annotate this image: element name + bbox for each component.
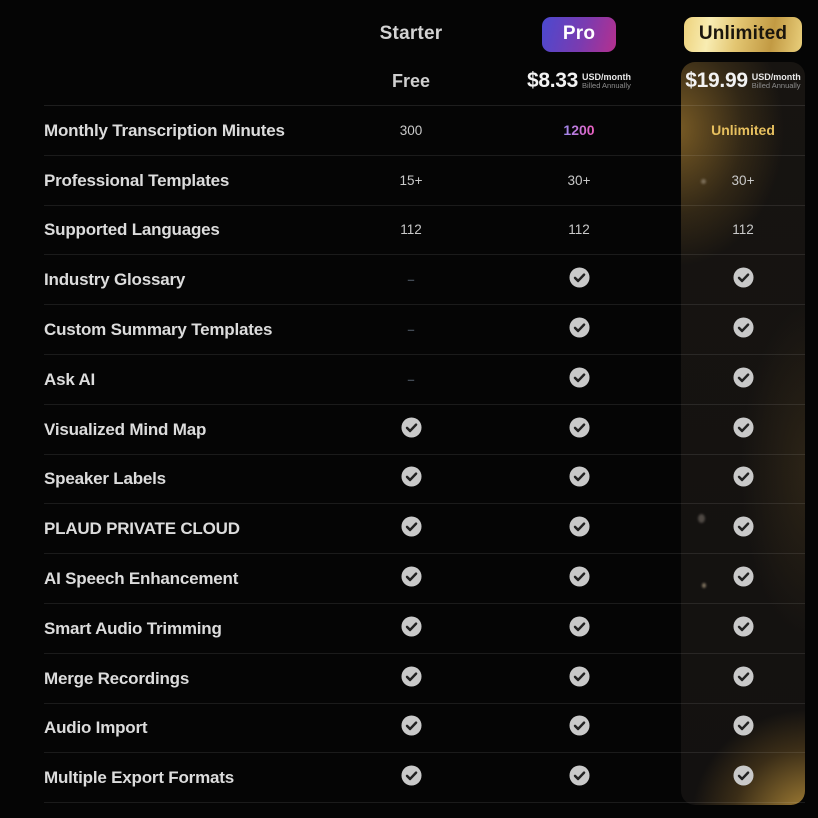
check-icon <box>568 765 590 791</box>
check-icon <box>568 516 590 542</box>
check-icon <box>568 417 590 443</box>
check-icon <box>732 715 754 741</box>
feature-value: 1200 <box>563 121 595 138</box>
feature-value: 112 <box>400 222 422 238</box>
check-icon <box>568 267 590 293</box>
unlimited-price-amount: $19.99 <box>685 69 748 92</box>
unlimited-price-unit: USD/month <box>751 71 801 82</box>
feature-value: Unlimited <box>711 121 775 138</box>
check-icon <box>568 367 590 393</box>
feature-rows: Monthly Transcription Minutes 300 1200 Unli… <box>0 106 805 803</box>
feature-value: 15+ <box>399 172 423 188</box>
table-row: Multiple Export Formats <box>0 753 805 803</box>
sparkle-dot <box>698 514 705 523</box>
check-icon <box>732 516 754 542</box>
feature-label: Supported Languages <box>44 220 220 240</box>
check-icon <box>568 566 590 592</box>
feature-label: Speaker Labels <box>44 469 166 489</box>
check-icon <box>568 317 590 343</box>
check-icon <box>732 267 754 293</box>
check-icon <box>732 616 754 642</box>
check-icon <box>732 666 754 692</box>
feature-value: 300 <box>399 122 423 138</box>
check-icon <box>400 715 422 741</box>
sparkle-dot <box>701 179 706 184</box>
plan-badge-pro[interactable]: Pro <box>542 16 616 52</box>
check-icon <box>400 417 422 443</box>
table-row: Merge Recordings <box>0 654 805 704</box>
check-icon <box>400 666 422 692</box>
check-icon <box>568 466 590 492</box>
feature-label: Multiple Export Formats <box>44 768 234 788</box>
table-row: Ask AI – <box>0 355 805 405</box>
feature-label: Custom Summary Templates <box>44 320 273 340</box>
feature-label: Smart Audio Trimming <box>44 618 222 638</box>
plan-name-starter: Starter <box>379 23 443 44</box>
table-row: Custom Summary Templates – <box>0 305 805 355</box>
check-icon <box>400 466 422 492</box>
dash-icon: – <box>407 371 415 387</box>
table-row: Industry Glossary – <box>0 255 805 305</box>
feature-label: AI Speech Enhancement <box>44 569 239 589</box>
pro-price: $8.33 USD/month Billed Annually <box>527 69 631 93</box>
feature-label: Merge Recordings <box>44 668 190 688</box>
check-icon <box>732 765 754 791</box>
dash-icon: – <box>407 322 415 338</box>
unlimited-price-billing: Billed Annually <box>751 80 801 90</box>
pricing-table-header: Starter Pro Unlimited Free $8.33 USD/mon… <box>0 0 805 106</box>
table-row: Monthly Transcription Minutes 300 1200 Unli… <box>0 106 805 156</box>
table-row: Audio Import <box>0 704 805 754</box>
unlimited-price: $19.99 USD/month Billed Annually <box>685 69 800 93</box>
sparkle-dot <box>702 583 706 588</box>
check-icon <box>732 566 754 592</box>
pro-price-amount: $8.33 <box>526 69 579 92</box>
feature-label: Visualized Mind Map <box>44 419 207 439</box>
table-row: AI Speech Enhancement <box>0 554 805 604</box>
plan-badge-unlimited[interactable]: Unlimited <box>684 16 802 52</box>
check-icon <box>732 466 754 492</box>
table-row: Supported Languages 112 112 112 <box>0 206 805 256</box>
table-row: PLAUD PRIVATE CLOUD <box>0 504 805 554</box>
table-row: Professional Templates 15+ 30+ 30+ <box>0 156 805 206</box>
feature-label: Ask AI <box>44 369 96 389</box>
check-icon <box>568 715 590 741</box>
table-row: Visualized Mind Map <box>0 405 805 455</box>
feature-value: 30+ <box>567 172 591 188</box>
feature-label: Industry Glossary <box>44 270 186 290</box>
check-icon <box>732 317 754 343</box>
feature-value: 112 <box>568 222 590 238</box>
feature-label: Monthly Transcription Minutes <box>44 120 285 140</box>
check-icon <box>732 417 754 443</box>
dash-icon: – <box>407 272 415 288</box>
table-row: Speaker Labels <box>0 455 805 505</box>
check-icon <box>400 516 422 542</box>
check-icon <box>400 765 422 791</box>
check-icon <box>568 616 590 642</box>
starter-price: Free <box>391 70 431 91</box>
check-icon <box>732 367 754 393</box>
feature-label: Professional Templates <box>44 170 230 190</box>
feature-value: 30+ <box>731 172 755 188</box>
pro-price-billing: Billed Annually <box>582 80 631 90</box>
feature-label: PLAUD PRIVATE CLOUD <box>44 519 240 539</box>
check-icon <box>400 616 422 642</box>
pro-price-unit: USD/month <box>582 71 632 82</box>
check-icon <box>400 566 422 592</box>
table-row: Smart Audio Trimming <box>0 604 805 654</box>
check-icon <box>568 666 590 692</box>
feature-value: 112 <box>732 222 754 238</box>
feature-label: Audio Import <box>44 718 148 738</box>
